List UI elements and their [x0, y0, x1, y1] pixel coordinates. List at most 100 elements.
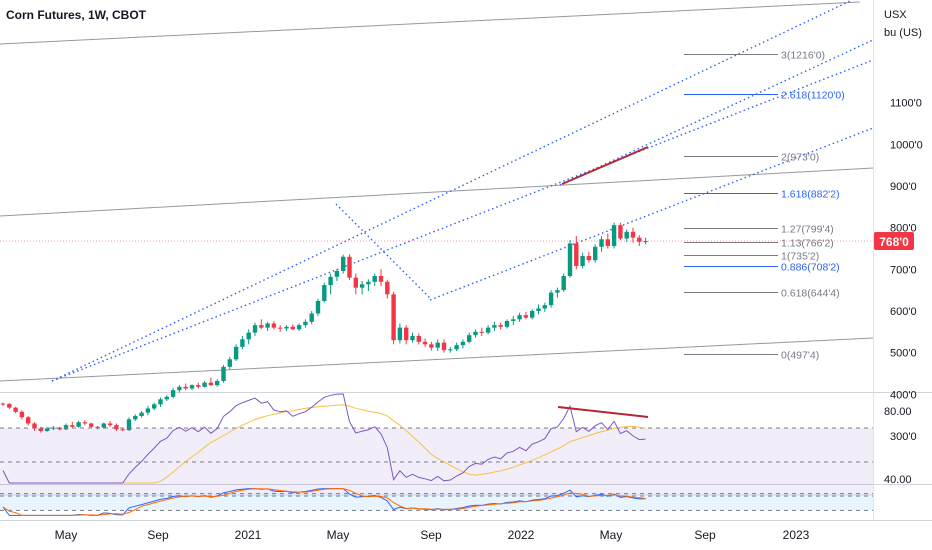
fib-level-label: 0.886(708'2)	[781, 262, 840, 274]
candle-body	[38, 428, 43, 431]
candle-body	[366, 281, 371, 285]
oscillator-pane	[0, 488, 873, 516]
trendline	[0, 1, 861, 45]
fib-level-label: 1.13(766'2)	[781, 238, 834, 250]
candle-body	[315, 300, 321, 314]
candle-body	[485, 327, 491, 333]
candle-body	[586, 255, 592, 261]
candle-body	[233, 346, 239, 360]
candle-body	[504, 320, 510, 327]
time-tick-label: 2022	[508, 528, 535, 542]
candle-body	[177, 386, 182, 391]
candle-body	[183, 386, 188, 389]
candle-body	[152, 404, 157, 409]
price-tick-label: 800'0	[890, 223, 917, 235]
oscillator-d-line	[2, 488, 646, 516]
candle-body	[133, 415, 138, 420]
time-tick-label: May	[327, 528, 350, 542]
candle-body	[309, 313, 314, 322]
candle-body	[410, 335, 415, 341]
candle-body	[76, 422, 81, 427]
candle-body	[599, 239, 604, 247]
candle-body	[51, 427, 56, 429]
candle-body	[63, 425, 69, 430]
candle-body	[32, 423, 37, 429]
candle-body	[416, 335, 421, 342]
drawing-layer	[0, 0, 932, 521]
price-tick-label: 600'0	[890, 306, 917, 318]
rsi-tick-label: 80.00	[884, 406, 912, 418]
candle-body	[114, 425, 119, 430]
candle-body	[202, 382, 207, 387]
price-tick-label: 1000'0	[890, 139, 923, 151]
candle-body	[555, 290, 560, 293]
candle-body	[145, 408, 151, 413]
candle-body	[441, 342, 447, 351]
candle-body	[221, 366, 226, 381]
candlestick-series	[0, 222, 648, 433]
candle-body	[296, 325, 302, 330]
candle-body	[385, 281, 390, 295]
trendline	[0, 337, 874, 382]
currency-unit: bu (US)	[884, 27, 922, 39]
candle-body	[530, 310, 535, 318]
channel-line	[51, 0, 853, 382]
last-price-label: 768'0	[879, 235, 909, 249]
candle-body	[630, 231, 636, 238]
candle-body	[473, 331, 478, 336]
candle-body	[252, 325, 258, 333]
candle-body	[643, 240, 648, 242]
candle-body	[95, 426, 100, 428]
channel-line	[429, 127, 874, 301]
candle-body	[126, 419, 132, 431]
rsi-tick-label: 40.00	[884, 474, 912, 486]
fib-level-label: 0.618(644'4)	[781, 288, 840, 300]
candle-body	[580, 255, 585, 266]
channel-line	[51, 59, 874, 382]
fibonacci-extension[interactable]: 3(1216'0) 2.618(1120'0) 2(973'0) 1.618(882'…	[684, 50, 845, 362]
time-tick-label: Sep	[420, 528, 442, 542]
candle-body	[492, 325, 497, 328]
price-tick-label: 300'0	[890, 431, 917, 443]
candle-body	[511, 319, 516, 321]
time-tick-label: 2021	[235, 528, 262, 542]
candle-body	[593, 246, 598, 261]
candle-body	[605, 239, 610, 246]
candle-body	[278, 327, 283, 329]
candle-body	[435, 342, 440, 348]
candle-body	[498, 325, 503, 327]
candle-body	[271, 323, 277, 328]
price-axis[interactable]: 300'0 400'0 500'0 600'0 700'0 800'0 900'0 1000'…	[874, 98, 923, 443]
candle-body	[89, 423, 94, 427]
trendline	[0, 167, 874, 217]
candle-body	[618, 225, 623, 239]
candle-body	[548, 292, 554, 306]
candle-body	[637, 237, 642, 242]
candle-body	[517, 315, 522, 320]
candle-body	[347, 256, 352, 278]
candle-body	[359, 284, 365, 288]
candle-body	[107, 423, 113, 426]
divergence-line	[561, 146, 649, 185]
chart-title: Corn Futures, 1W, CBOT	[6, 8, 147, 22]
candle-body	[611, 225, 617, 246]
candle-body	[341, 256, 346, 271]
fib-level-label: 1.27(799'4)	[781, 224, 834, 236]
candle-body	[574, 243, 579, 266]
candle-body	[378, 275, 384, 282]
candle-body	[328, 276, 333, 286]
price-tick-label: 400'0	[890, 389, 917, 401]
time-axis[interactable]: May Sep 2021 May Sep 2022 May Sep 2023	[55, 528, 810, 542]
candle-body	[82, 422, 88, 424]
candle-body	[454, 345, 459, 350]
candle-body	[246, 332, 251, 340]
candle-body	[460, 341, 466, 346]
price-tick-label: 900'0	[890, 181, 917, 193]
candle-body	[158, 399, 163, 405]
candle-body	[284, 326, 289, 329]
candle-body	[189, 385, 195, 389]
currency-code: USX	[884, 9, 907, 21]
candle-body	[448, 349, 453, 351]
candle-body	[391, 294, 396, 341]
